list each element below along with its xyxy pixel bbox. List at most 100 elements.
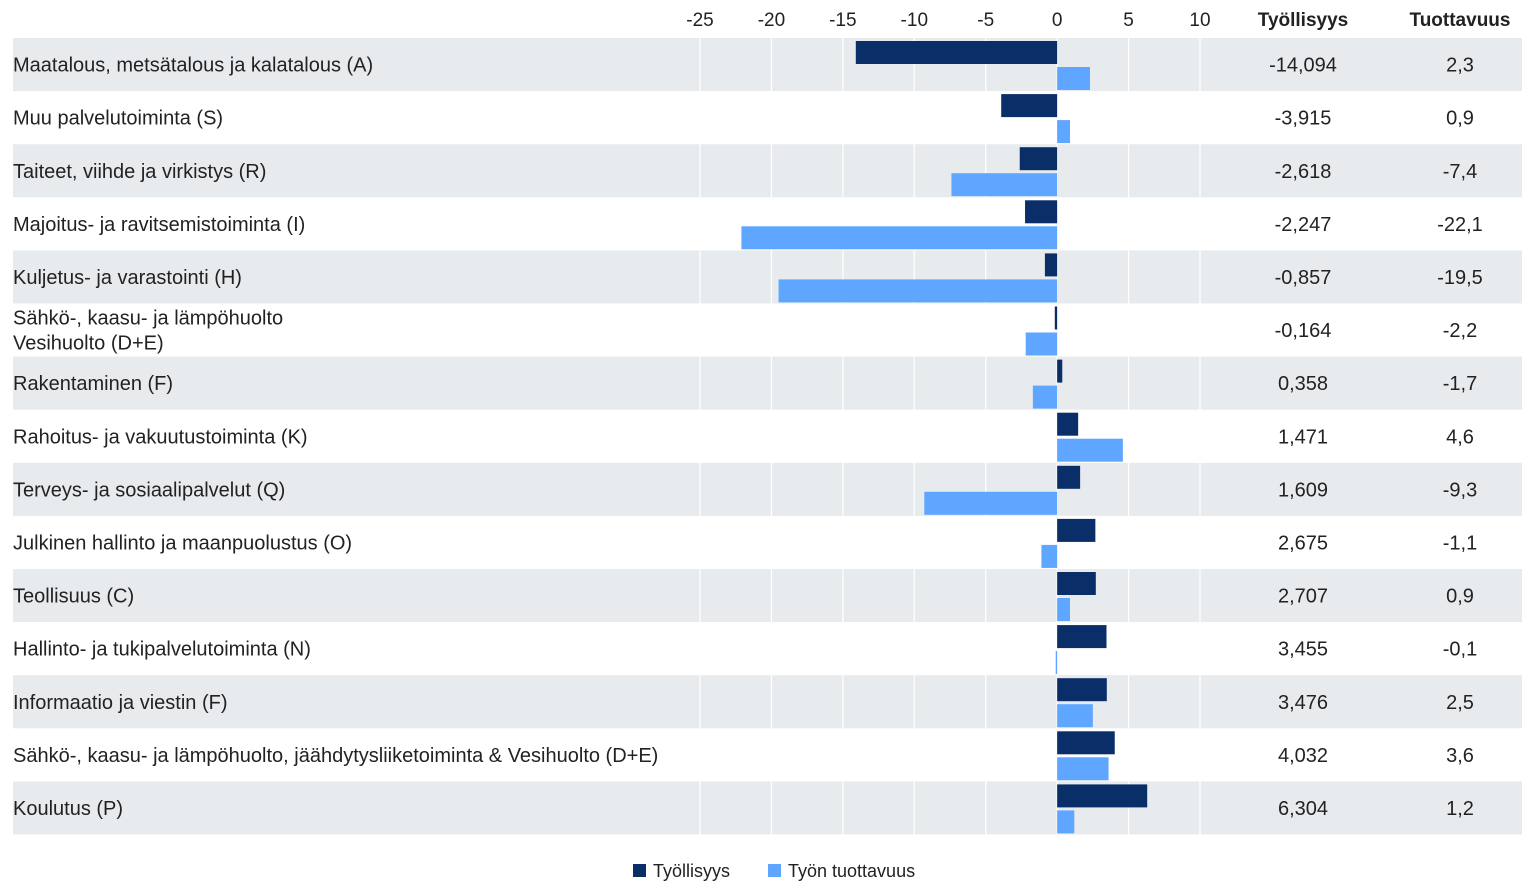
table-value-tuottavuus: -22,1	[1437, 214, 1483, 236]
bar-tyollisyys	[1025, 200, 1058, 224]
bar-tyollisyys	[855, 41, 1058, 64]
table-column-header: Työllisyys	[1258, 10, 1348, 31]
category-label: Terveys- ja sosiaalipalvelut (Q)	[13, 479, 285, 501]
category-label: Muu palvelutoiminta (S)	[13, 108, 223, 130]
x-tick-label: 0	[1052, 10, 1063, 31]
table-value-tuottavuus: -2,2	[1443, 320, 1477, 342]
row-band	[13, 38, 1522, 92]
legend-label: Työllisyys	[653, 861, 730, 881]
table-column-header: Tuottavuus	[1410, 10, 1511, 31]
table-value-tuottavuus: -7,4	[1443, 161, 1477, 183]
bar-tyon-tuottavuus	[1057, 810, 1075, 834]
x-tick-label: -20	[758, 10, 785, 31]
table-value-tyollisyys: 1,471	[1278, 426, 1328, 448]
category-label: Teollisuus (C)	[13, 586, 134, 608]
bar-tyollisyys	[1057, 625, 1107, 649]
bar-tyollisyys	[1044, 253, 1058, 277]
row-band	[13, 250, 1522, 304]
row-band	[13, 781, 1522, 835]
x-tick-label: -15	[829, 10, 856, 31]
table-value-tyollisyys: 2,707	[1278, 586, 1328, 608]
category-label: Rahoitus- ja vakuutustoiminta (K)	[13, 426, 308, 448]
row-band	[13, 144, 1522, 198]
bar-tyon-tuottavuus	[1057, 598, 1070, 621]
bar-tyollisyys	[1057, 359, 1063, 383]
table-value-tyollisyys: 0,358	[1278, 373, 1328, 395]
table-value-tyollisyys: 3,455	[1278, 639, 1328, 661]
category-label: Vesihuolto (D+E)	[13, 333, 164, 355]
x-tick-label: -10	[901, 10, 928, 31]
category-label: Hallinto- ja tukipalvelutoiminta (N)	[13, 639, 311, 661]
table-value-tuottavuus: 1,2	[1446, 798, 1474, 820]
bar-tyollisyys	[1057, 678, 1107, 702]
bar-tyollisyys	[1054, 306, 1058, 330]
category-label: Majoitus- ja ravitsemistoiminta (I)	[13, 214, 305, 236]
table-value-tyollisyys: -2,618	[1275, 161, 1332, 183]
bar-tyon-tuottavuus	[1057, 757, 1109, 781]
category-label: Sähkö-, kaasu- ja lämpöhuolto	[13, 308, 283, 330]
bar-tyon-tuottavuus	[1057, 120, 1070, 144]
bar-tyon-tuottavuus	[1025, 332, 1058, 356]
row-band	[13, 356, 1522, 410]
bar-tyon-tuottavuus	[778, 279, 1058, 303]
x-tick-label: -5	[977, 10, 994, 31]
legend-swatch	[768, 864, 781, 877]
bar-tyon-tuottavuus	[1057, 67, 1090, 90]
table-value-tyollisyys: 4,032	[1278, 745, 1328, 767]
table-value-tyollisyys: -3,915	[1275, 108, 1332, 130]
table-value-tuottavuus: -1,1	[1443, 532, 1477, 554]
x-tick-label: 10	[1189, 10, 1210, 31]
x-tick-label: -25	[686, 10, 713, 31]
row-band	[13, 462, 1522, 516]
table-value-tuottavuus: 3,6	[1446, 745, 1474, 767]
row-band	[13, 569, 1522, 623]
table-value-tyollisyys: 2,675	[1278, 532, 1328, 554]
bar-tyollisyys	[1019, 147, 1058, 171]
table-value-tuottavuus: -0,1	[1443, 639, 1477, 661]
table-value-tuottavuus: 0,9	[1446, 586, 1474, 608]
bar-tyollisyys	[1001, 94, 1058, 118]
bar-tyollisyys	[1057, 518, 1096, 542]
category-label: Koulutus (P)	[13, 798, 123, 820]
table-value-tyollisyys: -2,247	[1275, 214, 1332, 236]
category-label: Julkinen hallinto ja maanpuolustus (O)	[13, 532, 352, 554]
table-value-tyollisyys: 3,476	[1278, 692, 1328, 714]
table-value-tyollisyys: -0,857	[1275, 267, 1332, 289]
bar-tyon-tuottavuus	[741, 226, 1058, 250]
bar-tyon-tuottavuus	[1032, 385, 1058, 409]
category-label: Informaatio ja viestin (F)	[13, 692, 228, 714]
table-value-tuottavuus: 4,6	[1446, 426, 1474, 448]
bar-tyon-tuottavuus	[1057, 704, 1093, 728]
x-tick-label: 5	[1123, 10, 1134, 31]
table-value-tyollisyys: -0,164	[1275, 320, 1332, 342]
table-value-tuottavuus: -19,5	[1437, 267, 1483, 289]
table-value-tyollisyys: 6,304	[1278, 798, 1328, 820]
bar-tyon-tuottavuus	[951, 173, 1058, 197]
category-label: Maatalous, metsätalous ja kalatalous (A)	[13, 55, 373, 77]
bar-tyollisyys	[1057, 784, 1148, 808]
legend-swatch	[633, 864, 646, 877]
category-label: Rakentaminen (F)	[13, 373, 173, 395]
category-label: Kuljetus- ja varastointi (H)	[13, 267, 242, 289]
table-value-tuottavuus: 2,5	[1446, 692, 1474, 714]
category-label: Taiteet, viihde ja virkistys (R)	[13, 161, 266, 183]
bar-tyollisyys	[1057, 465, 1081, 489]
bar-tyollisyys	[1057, 572, 1096, 595]
bar-tyon-tuottavuus	[1055, 651, 1058, 675]
table-value-tuottavuus: 0,9	[1446, 108, 1474, 130]
category-label: Sähkö-, kaasu- ja lämpöhuolto, jäähdytys…	[13, 745, 658, 767]
bar-tyollisyys	[1057, 412, 1079, 436]
table-value-tyollisyys: -14,094	[1269, 55, 1337, 77]
bar-tyollisyys	[1057, 731, 1115, 755]
row-band	[13, 675, 1522, 729]
table-value-tuottavuus: 2,3	[1446, 55, 1474, 77]
table-value-tyollisyys: 1,609	[1278, 479, 1328, 501]
bar-tyon-tuottavuus	[1041, 544, 1058, 568]
table-value-tuottavuus: -1,7	[1443, 373, 1477, 395]
legend-label: Työn tuottavuus	[788, 861, 915, 881]
bar-tyon-tuottavuus	[1057, 438, 1123, 462]
bar-tyon-tuottavuus	[924, 491, 1058, 515]
table-value-tuottavuus: -9,3	[1443, 479, 1477, 501]
